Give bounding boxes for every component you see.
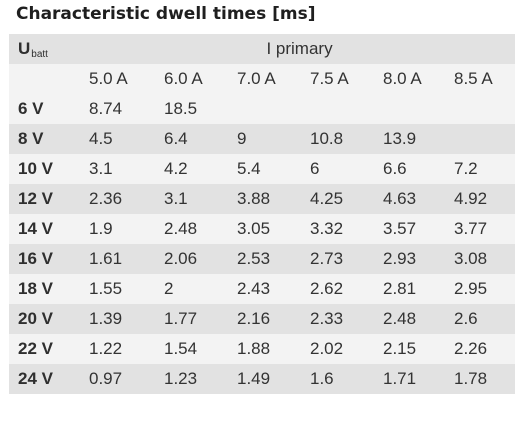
dwell-time-cell: 2.93 (383, 249, 417, 268)
dwell-time-cell: 1.23 (164, 369, 198, 388)
dwell-time-cell: 1.78 (454, 369, 488, 388)
dwell-time-cell: 2.15 (383, 339, 417, 358)
dwell-time-cell: 3.08 (454, 249, 488, 268)
dwell-time-cell: 1.49 (237, 369, 271, 388)
voltage-label: 6 V (18, 99, 44, 118)
header-row-group: Ubatt I primary (9, 34, 516, 64)
dwell-time-cell: 2.36 (89, 189, 123, 208)
current-col-header: 6.0 A (164, 69, 203, 88)
dwell-time-cell: 1.61 (89, 249, 123, 268)
dwell-time-cell: 1.22 (89, 339, 123, 358)
dwell-time-cell: 2 (164, 279, 174, 298)
voltage-label: 12 V (18, 189, 53, 208)
dwell-time-cell: 2.48 (383, 309, 417, 328)
dwell-time-cell: 2.6 (454, 309, 478, 328)
table-row: 22 V 1.22 1.54 1.88 2.02 2.15 2.26 (9, 334, 516, 364)
dwell-time-cell: 10.8 (310, 129, 344, 148)
dwell-time-cell: 2.02 (310, 339, 344, 358)
current-col-header: 8.0 A (383, 69, 422, 88)
dwell-time-cell: 3.1 (89, 159, 113, 178)
dwell-time-cell: 3.77 (454, 219, 488, 238)
dwell-time-cell: 6.6 (383, 159, 407, 178)
dwell-time-cell: 3.57 (383, 219, 417, 238)
dwell-time-cell: 2.62 (310, 279, 344, 298)
dwell-time-cell: 13.9 (383, 129, 417, 148)
table-row: 8 V 4.5 6.4 9 10.8 13.9 (9, 124, 516, 154)
dwell-time-cell: 4.5 (89, 129, 113, 148)
dwell-time-cell: 18.5 (164, 99, 198, 118)
dwell-time-cell: 2.48 (164, 219, 198, 238)
dwell-time-cell: 1.77 (164, 309, 198, 328)
dwell-time-cell: 3.88 (237, 189, 271, 208)
dwell-time-cell: 1.88 (237, 339, 271, 358)
dwell-time-cell: 7.2 (454, 159, 478, 178)
table-row: 12 V 2.36 3.1 3.88 4.25 4.63 4.92 (9, 184, 516, 214)
current-col-header: 5.0 A (89, 69, 128, 88)
voltage-label: 20 V (18, 309, 53, 328)
dwell-time-cell: 4.63 (383, 189, 417, 208)
voltage-label: 10 V (18, 159, 53, 178)
table-row: 16 V 1.61 2.06 2.53 2.73 2.93 3.08 (9, 244, 516, 274)
dwell-time-cell: 2.73 (310, 249, 344, 268)
dwell-time-cell: 2.33 (310, 309, 344, 328)
dwell-time-cell: 9 (237, 129, 247, 148)
table-row: 20 V 1.39 1.77 2.16 2.33 2.48 2.6 (9, 304, 516, 334)
dwell-time-cell: 3.32 (310, 219, 344, 238)
voltage-header-main: U (18, 38, 31, 58)
page-title: Characteristic dwell times [ms] (16, 4, 316, 24)
dwell-time-cell: 1.54 (164, 339, 198, 358)
dwell-time-cell (378, 94, 449, 124)
dwell-time-cell: 2.95 (454, 279, 488, 298)
voltage-header: Ubatt (9, 34, 84, 64)
dwell-time-cell: 2.43 (237, 279, 271, 298)
dwell-time-cell: 2.26 (454, 339, 488, 358)
voltage-label: 16 V (18, 249, 53, 268)
dwell-time-cell (449, 124, 515, 154)
dwell-time-cell: 4.25 (310, 189, 344, 208)
dwell-time-cell: 4.92 (454, 189, 488, 208)
current-col-header: 8.5 A (454, 69, 493, 88)
table-row: 14 V 1.9 2.48 3.05 3.32 3.57 3.77 (9, 214, 516, 244)
dwell-time-cell: 2.81 (383, 279, 417, 298)
dwell-time-cell: 3.05 (237, 219, 271, 238)
dwell-time-cell: 2.53 (237, 249, 271, 268)
table-row: 24 V 0.97 1.23 1.49 1.6 1.71 1.78 (9, 364, 516, 394)
table-row: 10 V 3.1 4.2 5.4 6 6.6 7.2 (9, 154, 516, 184)
dwell-time-cell: 4.2 (164, 159, 188, 178)
dwell-time-cell: 1.6 (310, 369, 334, 388)
voltage-label: 18 V (18, 279, 53, 298)
table-body: 6 V 8.74 18.5 8 V 4.5 6.4 9 10.8 13.9 10 V 3.1 4.2 5… (9, 94, 516, 394)
table-row: 6 V 8.74 18.5 (9, 94, 516, 124)
dwell-time-table: Ubatt I primary 5.0 A 6.0 A 7.0 A 7.5 A … (9, 34, 516, 394)
dwell-time-cell: 5.4 (237, 159, 261, 178)
dwell-time-cell: 6 (310, 159, 320, 178)
current-col-header: 7.0 A (237, 69, 276, 88)
dwell-time-cell: 1.55 (89, 279, 123, 298)
dwell-time-cell (305, 94, 378, 124)
header-row-currents: 5.0 A 6.0 A 7.0 A 7.5 A 8.0 A 8.5 A (9, 64, 516, 94)
current-group-header: I primary (266, 39, 333, 58)
header-empty-cell (9, 64, 84, 94)
dwell-time-cell: 1.39 (89, 309, 123, 328)
dwell-time-cell: 2.06 (164, 249, 198, 268)
voltage-label: 22 V (18, 339, 53, 358)
dwell-time-cell: 8.74 (89, 99, 123, 118)
dwell-time-cell: 2.16 (237, 309, 271, 328)
current-col-header: 7.5 A (310, 69, 349, 88)
dwell-time-cell: 1.71 (383, 369, 417, 388)
dwell-time-cell: 6.4 (164, 129, 188, 148)
dwell-time-cell (232, 94, 305, 124)
dwell-time-cell: 3.1 (164, 189, 188, 208)
voltage-label: 14 V (18, 219, 53, 238)
voltage-label: 8 V (18, 129, 44, 148)
dwell-time-cell (449, 94, 515, 124)
voltage-header-sub: batt (31, 48, 48, 60)
dwell-time-cell: 0.97 (89, 369, 123, 388)
voltage-label: 24 V (18, 369, 53, 388)
dwell-time-cell: 1.9 (89, 219, 113, 238)
table-row: 18 V 1.55 2 2.43 2.62 2.81 2.95 (9, 274, 516, 304)
